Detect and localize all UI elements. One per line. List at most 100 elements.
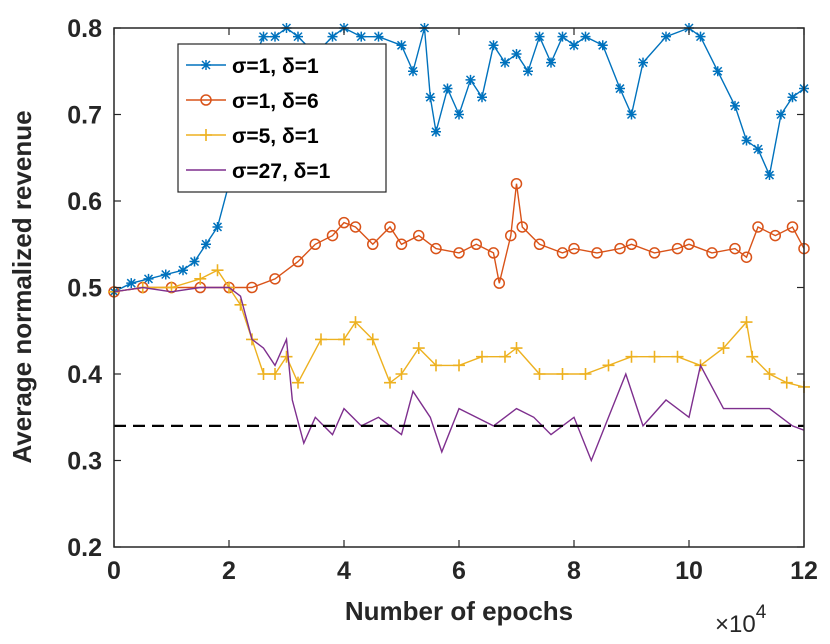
data-point — [787, 92, 798, 103]
data-point — [338, 216, 350, 229]
data-point — [442, 83, 453, 94]
data-point — [591, 247, 603, 259]
data-point — [367, 238, 379, 250]
data-point — [533, 368, 546, 380]
legend-label: σ=1, δ=1 — [232, 55, 319, 78]
data-point — [671, 350, 684, 363]
data-point — [534, 31, 545, 42]
data-point — [194, 272, 207, 285]
data-point — [602, 359, 615, 372]
ticks-layer: 0 2 4 6 8 10 12 0.2 0.3 0.4 0.5 0.6 0.7 0.8 — [67, 15, 818, 585]
data-point — [257, 368, 270, 380]
data-point — [476, 350, 488, 363]
data-point — [292, 255, 304, 268]
data-point — [671, 242, 684, 255]
data-point — [557, 31, 568, 42]
x-multiplier-base: ×10 — [715, 611, 756, 638]
legend-label: σ=5, δ=1 — [232, 125, 319, 148]
data-point — [178, 265, 188, 276]
data-point — [453, 247, 465, 259]
data-point — [625, 350, 638, 363]
data-point — [764, 170, 775, 181]
data-point — [488, 40, 499, 51]
data-point — [246, 281, 258, 294]
series-layer — [108, 23, 810, 463]
y-tick-label: 0.6 — [67, 188, 102, 216]
data-point — [477, 92, 487, 103]
data-point — [523, 66, 533, 77]
data-point — [454, 109, 464, 120]
y-tick-label: 0.3 — [67, 448, 102, 476]
data-point — [706, 247, 718, 259]
data-point — [269, 368, 281, 380]
data-point — [431, 126, 441, 137]
legend-entry: σ=1, δ=1 — [186, 55, 319, 78]
data-point — [752, 221, 764, 233]
data-point — [326, 229, 339, 242]
x-tick-label: 6 — [452, 557, 466, 585]
data-point — [615, 83, 625, 94]
data-point — [556, 247, 569, 259]
data-point — [373, 31, 384, 42]
x-multiplier-label: ×104 — [715, 602, 767, 638]
legend-entry: σ=5, δ=1 — [186, 125, 319, 148]
y-tick-label: 0.2 — [67, 534, 102, 562]
data-point — [349, 221, 362, 233]
data-point — [740, 251, 753, 263]
x-tick-label: 4 — [337, 557, 351, 585]
data-point — [546, 57, 556, 68]
data-point — [189, 256, 200, 267]
series-line — [113, 183, 805, 293]
data-point — [769, 229, 781, 242]
data-point — [505, 229, 517, 242]
y-tick-label: 0.7 — [67, 102, 102, 130]
x-tick-label: 8 — [567, 557, 581, 585]
data-point — [569, 40, 579, 51]
data-point — [396, 40, 407, 51]
data-point — [384, 376, 396, 389]
data-point — [126, 278, 137, 289]
data-point — [580, 31, 591, 42]
data-point — [338, 333, 350, 346]
plot-area: 0 2 4 6 8 10 12 0.2 0.3 0.4 0.5 0.6 0.7 0.8 — [67, 15, 818, 585]
legend-entry: σ=27, δ=1 — [186, 160, 331, 183]
data-point — [556, 368, 569, 380]
data-point — [568, 242, 580, 255]
data-point — [579, 368, 592, 380]
data-point — [753, 144, 763, 155]
data-point — [510, 177, 523, 190]
data-point — [763, 368, 776, 380]
data-point — [430, 359, 442, 372]
legend-label: σ=27, δ=1 — [232, 160, 331, 183]
data-point — [356, 31, 367, 42]
data-point — [533, 238, 546, 250]
data-point — [212, 221, 223, 232]
data-point — [712, 66, 723, 77]
data-point — [661, 31, 671, 42]
data-point — [269, 273, 281, 285]
y-tick-label: 0.4 — [67, 361, 102, 389]
data-point — [349, 316, 362, 329]
data-point — [470, 238, 482, 250]
series-2 — [108, 177, 810, 298]
x-tick-label: 2 — [222, 557, 236, 585]
data-point — [309, 238, 321, 250]
data-point — [487, 247, 500, 259]
data-point — [597, 40, 608, 51]
series-line — [113, 286, 805, 463]
data-point — [648, 247, 661, 259]
data-point — [516, 221, 528, 233]
data-point — [626, 109, 637, 120]
data-point — [280, 350, 293, 363]
data-point — [293, 31, 303, 42]
series-line — [113, 269, 805, 388]
data-point — [211, 264, 224, 277]
legend-marker — [200, 129, 212, 141]
data-point — [510, 342, 523, 355]
x-tick-label: 0 — [107, 557, 121, 585]
x-multiplier-exponent: 4 — [756, 602, 767, 623]
data-point — [786, 221, 799, 233]
data-point — [740, 316, 753, 329]
legend-box — [177, 43, 387, 193]
